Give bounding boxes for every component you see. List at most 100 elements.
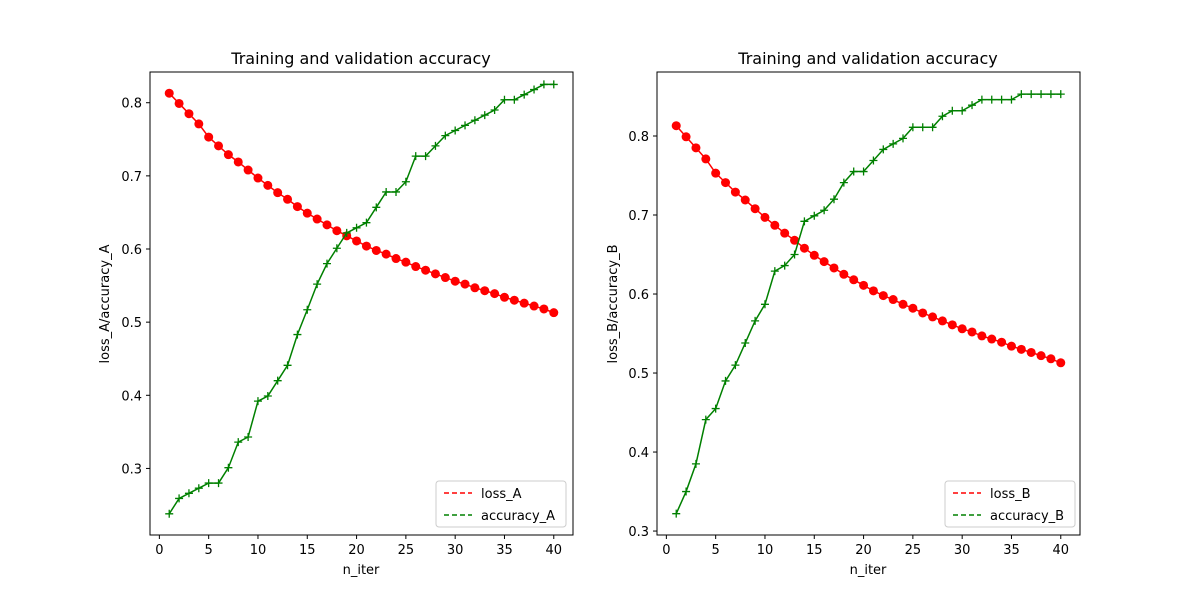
data-point: [312, 214, 322, 224]
x-tick-label: 30: [954, 543, 971, 558]
data-point: [244, 432, 253, 441]
data-point: [470, 116, 479, 125]
legend: loss_B accuracy_B: [944, 480, 1076, 528]
data-point: [165, 509, 174, 518]
x-tick-label: 35: [1003, 543, 1020, 558]
data-point: [671, 121, 681, 131]
data-point: [987, 95, 996, 104]
data-point: [530, 85, 539, 94]
data-point: [730, 187, 740, 197]
data-point: [751, 316, 760, 325]
data-point: [878, 291, 888, 301]
data-point: [440, 273, 450, 283]
y-tick-label: 0.5: [628, 367, 649, 382]
data-point: [490, 106, 499, 115]
data-point: [362, 218, 371, 227]
data-point: [361, 241, 371, 251]
data-point: [899, 134, 908, 143]
data-point: [790, 250, 799, 259]
x-tick-label: 25: [905, 543, 922, 558]
data-point: [411, 152, 420, 161]
data-point: [908, 303, 918, 313]
data-point: [879, 145, 888, 154]
data-point: [194, 119, 204, 129]
data-point: [243, 165, 253, 175]
data-point: [510, 95, 519, 104]
legend-label: loss_A: [481, 487, 522, 502]
data-point: [859, 167, 868, 176]
data-point: [839, 178, 848, 187]
data-point: [780, 261, 789, 270]
data-point: [829, 263, 839, 273]
data-point: [721, 376, 730, 385]
data-point: [711, 404, 720, 413]
y-tick-label: 0.6: [628, 288, 649, 303]
data-point: [549, 308, 559, 318]
data-point: [263, 180, 273, 190]
data-point: [740, 195, 750, 205]
y-tick-label: 0.4: [628, 446, 649, 461]
legend-label: accuracy_B: [990, 509, 1064, 524]
data-point: [889, 139, 898, 148]
data-point: [928, 123, 937, 132]
x-tick-label: 40: [1052, 543, 1069, 558]
data-point: [184, 109, 194, 119]
data-point: [224, 463, 233, 472]
data-point: [411, 262, 421, 272]
series-line-accuracy_B: [675, 93, 1061, 514]
data-point: [263, 392, 272, 401]
data-point: [214, 141, 224, 151]
data-point: [810, 211, 819, 220]
data-point: [701, 415, 710, 424]
x-axis-label: n_iter: [850, 563, 887, 578]
data-point: [322, 259, 331, 268]
data-point: [175, 494, 184, 503]
legend-label: loss_B: [990, 487, 1031, 502]
data-point: [711, 168, 721, 178]
data-point: [234, 438, 243, 447]
data-point: [948, 106, 957, 115]
data-point: [977, 331, 987, 341]
x-tick-label: 0: [662, 543, 670, 558]
data-point: [908, 123, 917, 132]
data-point: [918, 308, 928, 318]
data-point: [164, 88, 174, 98]
data-point: [820, 206, 829, 215]
data-point: [1046, 90, 1055, 99]
x-tick-label: 10: [250, 543, 267, 558]
data-point: [997, 337, 1007, 347]
data-point: [809, 250, 819, 260]
y-tick-label: 0.3: [628, 525, 649, 540]
y-axis-label: loss_B/accuracy_B: [606, 245, 621, 364]
data-point: [520, 90, 529, 99]
data-point: [302, 208, 312, 218]
y-tick-label: 0.4: [121, 389, 142, 404]
data-point: [500, 95, 509, 104]
data-point: [977, 95, 986, 104]
data-point: [174, 98, 184, 108]
data-point: [430, 269, 440, 279]
data-point: [431, 141, 440, 150]
data-point: [451, 126, 460, 135]
x-tick-label: 40: [545, 543, 562, 558]
data-point: [888, 295, 898, 305]
data-point: [332, 244, 341, 253]
data-point: [371, 245, 381, 255]
data-point: [1016, 344, 1026, 354]
data-point: [741, 339, 750, 348]
x-tick-label: 0: [155, 543, 163, 558]
legend: loss_A accuracy_A: [435, 480, 567, 528]
data-point: [283, 194, 293, 204]
data-point: [470, 283, 480, 293]
data-point: [401, 177, 410, 186]
y-tick-label: 0.3: [121, 462, 142, 477]
data-point: [731, 361, 740, 370]
data-point: [253, 397, 262, 406]
data-point: [450, 276, 460, 286]
data-point: [721, 178, 731, 188]
data-point: [381, 249, 391, 259]
data-point: [849, 167, 858, 176]
series-line-accuracy_A: [168, 83, 554, 515]
data-point: [968, 101, 977, 110]
